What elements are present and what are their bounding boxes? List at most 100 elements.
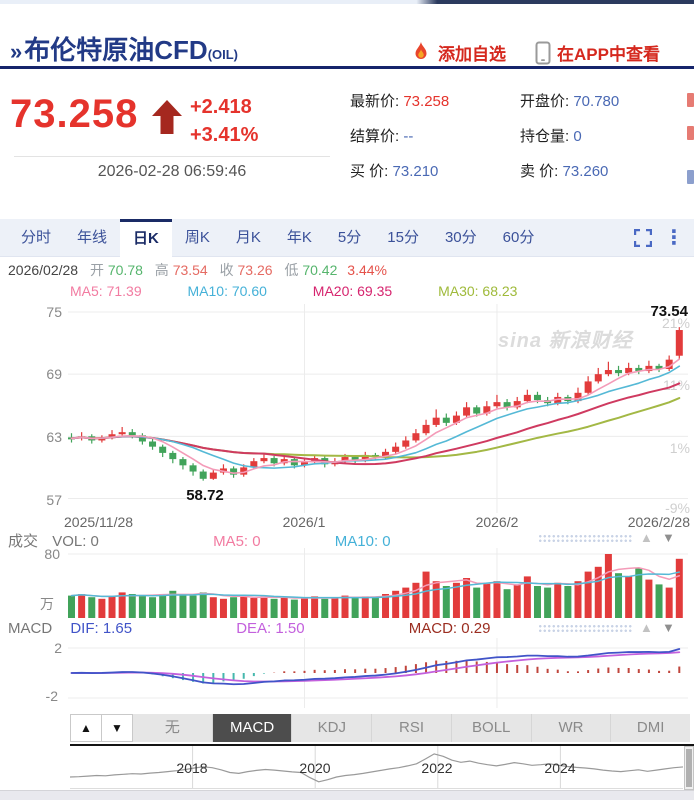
indicator-scroll-up-button[interactable]: ▲: [70, 714, 102, 742]
pane-resize-dots[interactable]: [538, 534, 632, 543]
top-strip: [0, 0, 694, 4]
ma5-value: MA5: 71.39: [70, 283, 142, 299]
timeline-navigator[interactable]: 2018 2020 2022 2024: [69, 746, 684, 789]
field-label: 买 价:: [350, 163, 389, 180]
fullscreen-icon: [634, 228, 652, 247]
indicator-tab-kdj[interactable]: KDJ: [292, 714, 373, 742]
breadcrumb-chevrons-icon: »: [10, 39, 23, 64]
instrument-name: 布伦特原油CFD: [24, 35, 208, 65]
macd-y-top-label: 2: [54, 640, 62, 656]
add-watchlist-label: 添加自选: [438, 45, 506, 64]
tab-30min[interactable]: 30分: [444, 229, 477, 246]
x-axis-label: 2026/2: [475, 514, 519, 530]
tab-daily-k[interactable]: 日K: [120, 218, 172, 257]
kebab-icon: ⋮: [664, 227, 684, 249]
volume-pane-header: 成交 VOL: 0 MA5: 0 MA10: 0: [8, 530, 391, 551]
navigator-chart: [69, 746, 684, 788]
navigator-scrollbar[interactable]: [684, 746, 694, 790]
tab-yearly-line[interactable]: 年线: [77, 229, 108, 246]
volume-y-label: 80: [44, 546, 60, 562]
x-axis-label: 2026/2/28: [627, 514, 690, 530]
field-label: 持仓量:: [520, 128, 570, 145]
last-price: 73.258: [10, 92, 139, 136]
sina-watermark: sina 新浪财经: [498, 330, 633, 352]
header-divider: [0, 66, 694, 69]
low-label: 低: [284, 262, 299, 278]
indicator-tab-rsi[interactable]: RSI: [372, 714, 452, 742]
close-label: 收: [219, 262, 234, 278]
clipped-column-fragment: [687, 126, 694, 140]
high-value: 73.54: [172, 262, 208, 278]
navigator-year-label: 2020: [299, 760, 331, 776]
macd-pane-header: MACD DIF: 1.65 DEA: 1.50 MACD: 0.29: [8, 620, 490, 637]
field-last-price: 最新价: 73.258: [350, 90, 449, 111]
field-label: 结算价:: [350, 128, 400, 145]
low-price-annotation: 58.72: [186, 487, 224, 504]
high-price-annotation: 73.54: [650, 303, 688, 320]
tab-60min[interactable]: 60分: [502, 229, 535, 246]
candlestick-chart[interactable]: [0, 300, 694, 515]
pane-collapse-up-icon[interactable]: ▲: [640, 620, 653, 635]
close-value: 73.26: [237, 262, 273, 278]
indicator-tab-macd[interactable]: MACD: [212, 714, 293, 742]
quote-timestamp: 2026-02-28 06:59:46: [97, 163, 247, 180]
volume-chart[interactable]: [0, 548, 694, 618]
macd-title: MACD: [8, 620, 53, 637]
high-label: 高: [154, 262, 169, 278]
field-settle-price: 结算价: --: [350, 125, 413, 146]
indicator-scroll-down-button[interactable]: ▼: [101, 714, 133, 742]
navigator-top-border: [70, 744, 694, 746]
y-axis-label: 75: [46, 304, 62, 320]
pane-resize-dots[interactable]: [538, 624, 632, 633]
tab-monthly-k[interactable]: 月K: [235, 229, 261, 246]
ma20-value: MA20: 69.35: [312, 283, 393, 299]
period-tab-bar: 分时 年线 日K 周K 月K 年K 5分 15分 30分 60分 ⋮: [0, 218, 694, 257]
field-open-price: 开盘价: 70.780: [520, 90, 619, 111]
indicator-tab-boll[interactable]: BOLL: [452, 714, 532, 742]
field-label: 开盘价:: [520, 93, 570, 110]
indicator-tab-none[interactable]: 无: [133, 714, 213, 742]
fullscreen-button[interactable]: [634, 228, 652, 247]
field-bid-price: 买 价: 73.210: [350, 160, 438, 181]
macd-value: MACD: 0.29: [408, 620, 491, 637]
field-value: 70.780: [573, 93, 620, 110]
ma-readout: MA5: 71.39 MA10: 70.60 MA20: 69.35 MA30:…: [70, 283, 559, 299]
tab-yearly-k[interactable]: 年K: [286, 229, 312, 246]
more-options-button[interactable]: ⋮: [664, 225, 684, 250]
instrument-symbol: (OIL): [207, 47, 239, 62]
add-watchlist-button[interactable]: 添加自选: [410, 40, 506, 65]
tab-5min[interactable]: 5分: [337, 229, 362, 246]
quote-divider: [14, 156, 330, 157]
ohlc-readout: 2026/02/28 开 70.78 高 73.54 收 73.26 低 70.…: [8, 260, 387, 280]
view-in-app-label: 在APP中查看: [557, 45, 660, 64]
bottom-strip: [0, 790, 694, 800]
vol-ma10-value: MA10: 0: [334, 533, 391, 550]
navigator-year-label: 2018: [176, 760, 208, 776]
field-ask-price: 卖 价: 73.260: [520, 160, 608, 181]
open-value: 70.78: [107, 262, 143, 278]
triangle-up-icon: ▲: [80, 721, 92, 735]
clipped-column-fragment: [687, 93, 694, 107]
view-in-app-button[interactable]: 在APP中查看: [535, 40, 660, 65]
open-label: 开: [89, 262, 104, 278]
field-value: 73.258: [403, 93, 450, 110]
tab-time-sharing[interactable]: 分时: [21, 229, 52, 246]
field-open-interest: 持仓量: 0: [520, 125, 582, 146]
indicator-tab-wr[interactable]: WR: [532, 714, 612, 742]
y-axis-label: 63: [46, 429, 62, 445]
triangle-down-icon: ▼: [111, 721, 123, 735]
field-value: --: [403, 128, 414, 145]
navigator-scrollbar-handle[interactable]: [686, 749, 692, 787]
macd-chart[interactable]: [0, 638, 694, 708]
volume-unit-label: 万: [40, 596, 54, 612]
pane-collapse-up-icon[interactable]: ▲: [640, 530, 653, 545]
tab-weekly-k[interactable]: 周K: [184, 229, 210, 246]
navigator-year-label: 2024: [544, 760, 576, 776]
tab-15min[interactable]: 15分: [387, 229, 419, 246]
indicator-tab-dmi[interactable]: DMI: [636, 719, 665, 736]
field-value: 73.210: [392, 163, 439, 180]
pane-collapse-down-icon[interactable]: ▼: [662, 530, 675, 545]
field-label: 最新价:: [350, 93, 400, 110]
pane-collapse-down-icon[interactable]: ▼: [662, 620, 675, 635]
